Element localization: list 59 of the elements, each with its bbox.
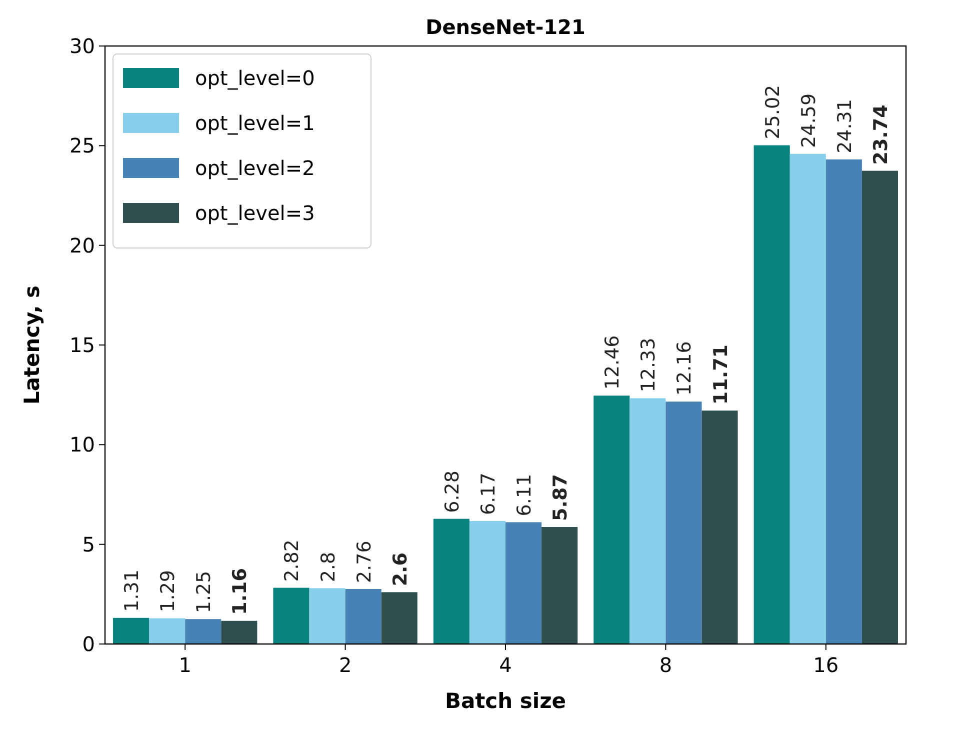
y-tick-label: 20 (70, 233, 95, 258)
y-tick-label: 25 (70, 134, 95, 158)
bar (221, 620, 258, 644)
bar (702, 410, 738, 644)
legend-label: opt_level=3 (195, 201, 315, 225)
y-tick-label: 30 (70, 34, 95, 58)
bar (542, 526, 578, 644)
data-label: 1.25 (193, 570, 216, 614)
data-label: 12.16 (674, 341, 696, 396)
bar (185, 619, 222, 644)
data-label: 6.28 (441, 470, 464, 513)
y-tick-label: 15 (70, 333, 95, 357)
data-label: 6.17 (477, 472, 500, 516)
bar (433, 518, 470, 644)
legend-label: opt_level=0 (195, 66, 315, 90)
data-label: 12.46 (602, 335, 624, 390)
data-label: 24.59 (798, 93, 820, 148)
x-tick-label: 1 (178, 653, 192, 677)
data-label: 11.71 (710, 344, 732, 405)
x-tick-label: 16 (813, 653, 839, 677)
data-label: 2.82 (281, 539, 304, 582)
y-tick-label: 10 (70, 432, 95, 457)
data-label: 6.11 (514, 474, 536, 516)
x-axis-title: Batch size (444, 689, 566, 713)
chart-title: DenseNet-121 (426, 15, 586, 39)
bar (113, 618, 150, 644)
data-label: 1.29 (157, 570, 180, 612)
data-label: 12.33 (638, 338, 660, 392)
data-label: 25.02 (762, 84, 784, 140)
bar (790, 154, 826, 644)
bar (862, 170, 898, 644)
data-label: 24.31 (834, 99, 856, 154)
bar (754, 145, 790, 644)
legend-label: opt_level=2 (195, 156, 315, 180)
bar (273, 588, 310, 644)
y-axis-title: Latency, s (20, 285, 44, 405)
x-tick-label: 2 (338, 653, 352, 677)
data-label: 5.87 (550, 474, 572, 521)
data-label: 2.76 (353, 540, 376, 583)
bar (469, 521, 506, 644)
bar (826, 159, 862, 644)
bar (630, 398, 666, 644)
data-label: 2.8 (317, 552, 340, 582)
bar (506, 522, 542, 644)
y-tick-label: 5 (82, 532, 95, 556)
bar (381, 592, 418, 644)
data-label: 1.16 (229, 568, 252, 615)
bar (309, 588, 346, 644)
x-tick-label: 4 (499, 653, 512, 677)
bar (345, 588, 382, 644)
x-tick-label: 8 (659, 653, 672, 677)
bar (666, 402, 702, 644)
y-tick-label: 0 (82, 632, 95, 656)
data-label: 2.6 (389, 552, 412, 586)
bar (594, 396, 630, 644)
legend-label: opt_level=1 (195, 111, 315, 135)
data-label: 1.31 (121, 570, 144, 612)
data-label: 23.74 (870, 104, 892, 165)
bar (149, 618, 186, 644)
